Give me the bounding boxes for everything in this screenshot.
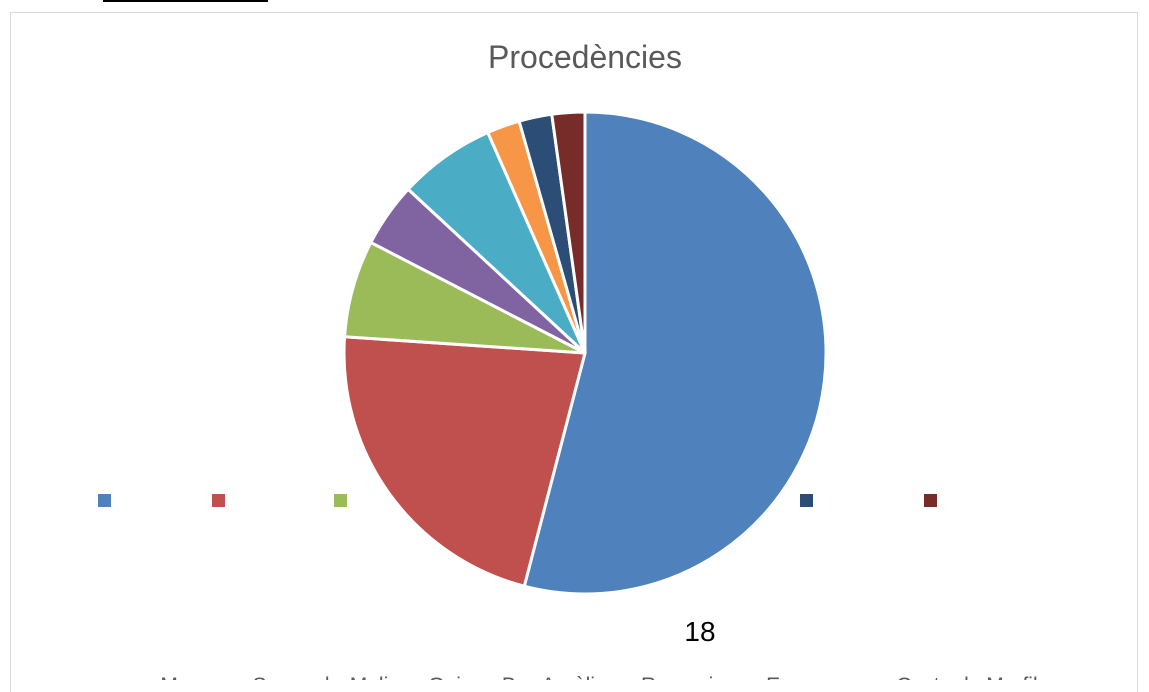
- legend-label-3: Mali: [350, 674, 389, 680]
- legend-label-4: Guinea B.: [428, 674, 521, 680]
- legend-label-6: Rumania: [641, 674, 725, 680]
- page-top-rule: [103, 0, 268, 2]
- chart-title: Procedències: [488, 39, 682, 75]
- legend-label-5: Argèlia: [541, 674, 607, 680]
- legend: Marroc Senegal Mali Guinea B. Argèlia Rumania…: [98, 494, 1038, 680]
- page-number: 18: [684, 616, 716, 647]
- legend-label-8: Costa de Marfil: [896, 674, 1037, 680]
- pie-slice-costa-de-marfil: [550, 110, 587, 354]
- legend-swatch-2: [212, 494, 225, 507]
- legend-swatch-1: [98, 494, 111, 507]
- pie-slice-marroc: [522, 110, 828, 596]
- legend-label-1: Marroc: [160, 674, 225, 680]
- legend-label-7: Espanya: [766, 674, 848, 680]
- pie-slice-senegal: [342, 335, 587, 589]
- legend-swatch-7: [800, 494, 813, 507]
- legend-swatch-3: [334, 494, 347, 507]
- pie-slices: [342, 110, 828, 596]
- legend-label-2: Senegal: [252, 674, 329, 680]
- legend-swatch-8: [924, 494, 937, 507]
- chart-frame: [10, 12, 1138, 692]
